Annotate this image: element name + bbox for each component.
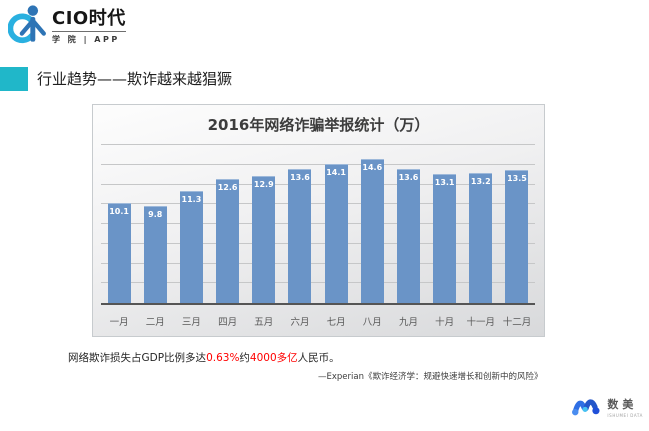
bar-column: 10.1 (101, 145, 137, 303)
bar: 11.3 (179, 191, 203, 303)
bar: 14.1 (324, 163, 348, 303)
bar-value-label: 13.6 (398, 172, 419, 182)
x-axis-tick-label: 六月 (290, 317, 310, 328)
section-title-row: 行业趋势——欺诈越来越猖獗 (0, 67, 232, 91)
cio-sub-text: 学 院 | APP (52, 35, 120, 44)
x-axis-tick-label: 七月 (326, 317, 346, 328)
bar-value-label: 14.1 (326, 167, 346, 177)
bar-column: 14.1 (318, 145, 354, 303)
gridline (101, 144, 535, 145)
bar: 14.6 (360, 158, 384, 303)
bar-column: 12.6 (210, 145, 246, 303)
cio-logo: CIO时代 学 院 | APP (8, 2, 126, 47)
bar: 13.6 (396, 168, 420, 303)
note-highlight-percent: 0.63% (206, 352, 240, 364)
bar: 13.1 (433, 173, 457, 303)
x-axis-tick-label: 一月 (109, 317, 129, 328)
bar-value-label: 13.2 (470, 176, 491, 186)
x-axis-tick-label: 二月 (145, 317, 165, 328)
bar-column: 13.1 (427, 145, 463, 303)
note-middle: 约 (239, 352, 250, 364)
x-axis-labels: 一月 二月 三月 四月 五月 六月 七月 八月 九月 十月 十一月 十二月 (101, 314, 535, 329)
bar-column: 13.5 (499, 145, 535, 303)
attribution-text: —Experian《欺诈经济学：规避快速增长和创新中的风险》 (318, 372, 543, 382)
bar-value-label: 14.6 (362, 162, 383, 172)
x-axis-tick-label: 十月 (435, 317, 455, 328)
bar-value-label: 12.6 (217, 182, 238, 192)
note-suffix: 人民币。 (297, 352, 340, 364)
bar-column: 13.6 (390, 145, 426, 303)
bar-column: 11.3 (173, 145, 209, 303)
shumei-logo-icon (572, 399, 600, 416)
section-title: 行业趋势——欺诈越来越猖獗 (37, 70, 233, 88)
plot-area: 10.1 9.8 11.3 12.6 12.9 13.6 14.1 14.6 13.6 13.1 1… (101, 144, 535, 305)
cio-logo-icon (8, 5, 46, 44)
bar-column: 9.8 (137, 145, 173, 303)
x-axis-tick-label: 九月 (398, 317, 418, 328)
x-axis-tick-label: 八月 (362, 317, 382, 328)
bar-value-label: 13.1 (434, 177, 455, 187)
bar-column: 13.2 (463, 145, 499, 303)
note-highlight-amount: 4000多亿 (249, 352, 298, 364)
bar-value-label: 9.8 (148, 210, 163, 220)
bar: 12.9 (252, 175, 276, 303)
bar-value-label: 10.1 (109, 207, 129, 217)
bar-column: 13.6 (282, 145, 318, 303)
cio-brand-text: CIO时代 (52, 4, 126, 32)
bar-column: 14.6 (354, 145, 390, 303)
bar-value-label: 13.5 (507, 173, 527, 183)
gridline (101, 223, 535, 224)
bar: 9.8 (143, 206, 167, 303)
gridline (101, 242, 535, 244)
chart-title: 2016年网络诈骗举报统计（万） (207, 116, 430, 134)
gridline (101, 183, 535, 185)
bar: 10.1 (107, 203, 131, 303)
gridline (101, 262, 535, 264)
shumei-logo: 数美 ISHUMEI DATA (571, 393, 643, 420)
bar: 12.6 (216, 178, 240, 303)
bar-value-label: 12.9 (253, 179, 274, 189)
x-axis-tick-label: 五月 (254, 317, 274, 328)
bar-value-label: 11.3 (181, 195, 202, 205)
shumei-brand-text: 数美 (607, 397, 638, 411)
x-axis-tick-label: 十一月 (466, 317, 496, 328)
bar-chart: 2016年网络诈骗举报统计（万） 10.1 9.8 11.3 12.6 12.9 13.6… (92, 104, 545, 337)
note-text: 网络欺诈损失占GDP比例多达0.63%约4000多亿人民币。 (68, 350, 340, 365)
bar: 13.2 (469, 172, 493, 303)
note-prefix: 网络欺诈损失占GDP比例多达 (68, 352, 207, 364)
x-axis-tick-label: 十二月 (502, 317, 532, 328)
shumei-sub-text: ISHUMEI DATA (607, 412, 643, 418)
x-axis-tick-label: 四月 (218, 317, 238, 328)
bar-column: 12.9 (246, 145, 282, 303)
gridline (101, 163, 535, 165)
bar: 13.5 (505, 169, 529, 303)
x-axis-tick-label: 三月 (181, 317, 201, 328)
shumei-logo-text: 数美 ISHUMEI DATA (607, 396, 643, 418)
cio-logo-text: CIO时代 学 院 | APP (52, 4, 126, 45)
bars-row: 10.1 9.8 11.3 12.6 12.9 13.6 14.1 14.6 13.6 13.1 1… (101, 145, 535, 303)
bar: 13.6 (288, 168, 312, 303)
gridline (101, 282, 535, 284)
bar-value-label: 13.6 (290, 172, 310, 182)
section-accent-square (0, 67, 28, 91)
gridline (101, 203, 535, 205)
